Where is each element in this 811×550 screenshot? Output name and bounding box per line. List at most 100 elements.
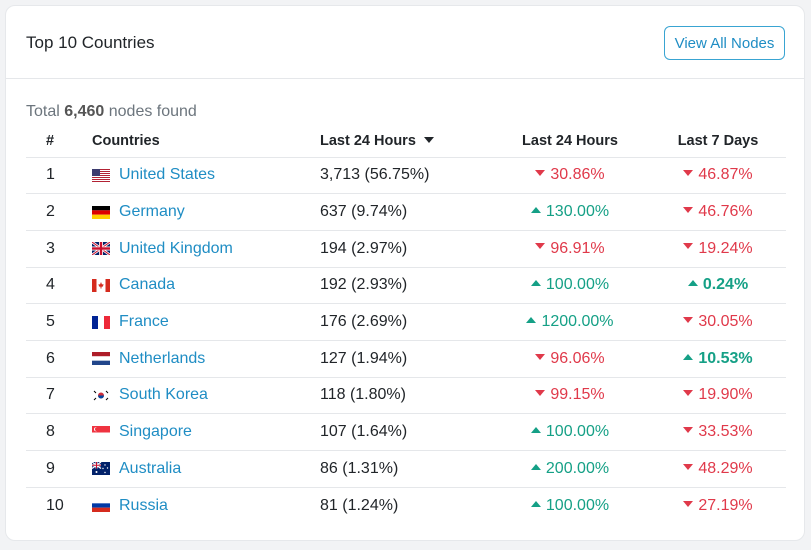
nodes-cell: 194 (2.97%) xyxy=(320,230,490,268)
change-24h-value: 100.00% xyxy=(545,276,610,294)
rank-cell: 2 xyxy=(26,193,92,231)
rank-cell: 5 xyxy=(26,303,92,341)
change-7d-value: 19.24% xyxy=(698,239,753,257)
country-cell: United States xyxy=(92,157,320,195)
nodes-cell: 86 (1.31%) xyxy=(320,450,490,488)
change-7d-cell: 19.90% xyxy=(650,377,786,415)
card-header: Top 10 Countries View All Nodes xyxy=(6,6,804,79)
arrow-up-icon xyxy=(526,316,537,323)
table-header-row: # Countries Last 24 Hours Last 24 Hours … xyxy=(26,125,786,158)
arrow-up-icon xyxy=(687,280,698,287)
header-nodes-24h[interactable]: Last 24 Hours xyxy=(320,125,490,158)
rank-cell: 6 xyxy=(26,340,92,378)
change-7d-value: 27.19% xyxy=(698,496,753,514)
total-suffix: nodes found xyxy=(108,103,197,120)
table-row: 4 Canada 192 (2.93%) 100.00% 0.24% xyxy=(26,267,786,305)
table-row: 9 Australia 86 (1.31%) 200.00% 48.29% xyxy=(26,450,786,488)
rank-cell: 8 xyxy=(26,413,92,451)
change-24h-value: 130.00% xyxy=(545,203,610,221)
country-link[interactable]: Netherlands xyxy=(119,349,206,367)
country-link[interactable]: Canada xyxy=(119,276,176,294)
change-7d-cell: 30.05% xyxy=(650,303,786,341)
rank-cell: 4 xyxy=(26,267,92,305)
arrow-up-icon xyxy=(530,280,541,287)
rank-cell: 7 xyxy=(26,377,92,415)
change-7d-value: 10.53% xyxy=(698,349,753,367)
card-title: Top 10 Countries xyxy=(26,33,155,52)
change-7d-value: 46.87% xyxy=(698,166,753,184)
arrow-down-icon xyxy=(535,243,546,250)
country-cell: Australia xyxy=(92,450,320,488)
country-link[interactable]: Russia xyxy=(119,496,168,514)
flag-au-icon xyxy=(92,462,110,476)
country-link[interactable]: Australia xyxy=(119,459,182,477)
country-link[interactable]: South Korea xyxy=(119,386,208,404)
rank-cell: 10 xyxy=(46,496,64,514)
change-24h-value: 30.86% xyxy=(550,166,605,184)
change-7d-cell: 10.53% xyxy=(650,340,786,378)
nodes-cell: 118 (1.80%) xyxy=(320,377,490,415)
nodes-cell: 192 (2.93%) xyxy=(320,267,490,305)
change-7d-value: 19.90% xyxy=(698,386,753,404)
country-cell: Germany xyxy=(92,193,320,231)
table-row: 8 Singapore 107 (1.64%) 100.00% 33.53% xyxy=(26,413,786,451)
change-7d-value: 48.29% xyxy=(698,459,753,477)
change-7d-cell: 19.24% xyxy=(650,230,786,268)
flag-ru-icon xyxy=(92,499,110,513)
total-count: 6,460 xyxy=(64,103,105,120)
table-row: 5 France 176 (2.69%) 1200.00% 30.05% xyxy=(26,303,786,341)
rank-cell: 1 xyxy=(26,157,92,195)
flag-nl-icon xyxy=(92,352,110,366)
change-24h-value: 200.00% xyxy=(545,459,610,477)
country-link[interactable]: France xyxy=(119,313,169,331)
change-7d-cell: 46.87% xyxy=(650,157,786,195)
arrow-up-icon xyxy=(530,463,541,470)
flag-fr-icon xyxy=(92,315,110,329)
flag-kr-icon xyxy=(92,388,110,402)
table-row: 7 South Korea 118 (1.80%) 99.15% 19.90% xyxy=(26,377,786,415)
rank-cell: 3 xyxy=(26,230,92,268)
country-link[interactable]: United Kingdom xyxy=(119,239,233,257)
table-row: 3 United Kingdom 194 (2.97%) 96.91% 19.2… xyxy=(26,230,786,268)
arrow-down-icon xyxy=(683,426,694,433)
change-24h-value: 96.91% xyxy=(550,239,605,257)
change-24h-cell: 1200.00% xyxy=(490,303,650,341)
country-cell: United Kingdom xyxy=(92,230,320,268)
change-24h-value: 100.00% xyxy=(545,423,610,441)
nodes-cell: 127 (1.94%) xyxy=(320,340,490,378)
table-row: 1 United States 3,713 (56.75%) 30.86% 46… xyxy=(26,157,786,195)
total-prefix: Total xyxy=(26,103,60,120)
table-row: 6 Netherlands 127 (1.94%) 96.06% 10.53% xyxy=(26,340,786,378)
arrow-down-icon xyxy=(683,316,694,323)
flag-de-icon xyxy=(92,205,110,219)
nodes-cell: 107 (1.64%) xyxy=(320,413,490,451)
arrow-up-icon xyxy=(530,206,541,213)
flag-gb-icon xyxy=(92,242,110,256)
change-24h-cell: 96.91% xyxy=(490,230,650,268)
country-cell: Canada xyxy=(92,267,320,305)
flag-sg-icon xyxy=(92,425,110,439)
table-row: 2 Germany 637 (9.74%) 130.00% 46.76% xyxy=(26,193,786,231)
sort-desc-icon xyxy=(423,136,434,143)
change-24h-value: 1200.00% xyxy=(541,313,614,331)
arrow-down-icon xyxy=(683,500,694,507)
flag-us-icon xyxy=(92,168,110,182)
country-link[interactable]: Singapore xyxy=(119,423,192,441)
nodes-cell: 637 (9.74%) xyxy=(320,193,490,231)
country-cell: South Korea xyxy=(92,377,320,415)
arrow-down-icon xyxy=(535,390,546,397)
country-cell: France xyxy=(92,303,320,341)
view-all-nodes-button[interactable]: View All Nodes xyxy=(664,26,785,60)
arrow-down-icon xyxy=(683,390,694,397)
country-link[interactable]: United States xyxy=(119,166,216,184)
arrow-up-icon xyxy=(530,500,541,507)
arrow-down-icon xyxy=(683,206,694,213)
change-7d-cell: 0.24% xyxy=(650,267,786,305)
change-24h-cell: 30.86% xyxy=(490,157,650,195)
nodes-cell: 176 (2.69%) xyxy=(320,303,490,341)
change-24h-cell: 96.06% xyxy=(490,340,650,378)
country-link[interactable]: Germany xyxy=(119,203,185,221)
arrow-up-icon xyxy=(683,353,694,360)
change-24h-cell: 100.00% xyxy=(490,413,650,451)
countries-table: # Countries Last 24 Hours Last 24 Hours … xyxy=(26,125,786,524)
